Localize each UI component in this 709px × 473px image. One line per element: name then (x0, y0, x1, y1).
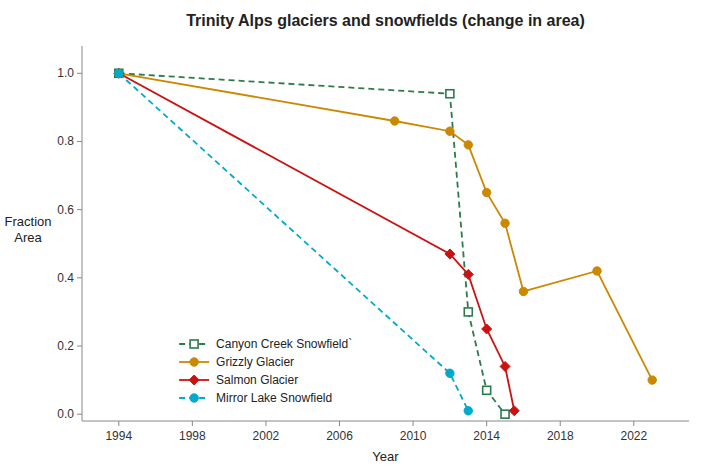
y-tick (77, 277, 82, 278)
point (390, 117, 398, 125)
y-axis-line (82, 46, 83, 421)
series (115, 69, 509, 418)
series (115, 69, 657, 384)
x-tick-label: 2022 (620, 429, 647, 443)
point (500, 361, 510, 371)
y-tick (77, 73, 82, 74)
legend-marker (190, 394, 198, 402)
point (446, 369, 454, 377)
y-axis-label-line: Fraction (5, 214, 52, 229)
x-tick-label: 2018 (547, 429, 574, 443)
point (446, 127, 454, 135)
point (464, 141, 472, 149)
x-tick-label: 2014 (473, 429, 500, 443)
y-tick (77, 414, 82, 415)
x-tick (486, 421, 487, 426)
y-tick-label: 0.2 (57, 339, 74, 353)
y-tick-label: 0.4 (57, 271, 74, 285)
point (115, 69, 123, 77)
y-tick-label: 0.8 (57, 134, 74, 148)
title: Trinity Alps glaciers and snowfields (ch… (186, 12, 585, 29)
point (519, 287, 527, 295)
x-tick-label: 2006 (326, 429, 353, 443)
chart: Trinity Alps glaciers and snowfields (ch… (0, 0, 709, 473)
legend-marker (189, 375, 199, 385)
point (115, 69, 123, 77)
x-tick-label: 2010 (400, 429, 427, 443)
point (464, 407, 472, 415)
series-line (119, 73, 514, 411)
legend-marker (190, 358, 198, 366)
point (464, 308, 472, 316)
x-tick (192, 421, 193, 426)
y-tick (77, 346, 82, 347)
point (445, 249, 455, 259)
y-axis-label-line: Area (14, 230, 42, 245)
series (114, 68, 519, 416)
point (482, 324, 492, 334)
y-tick-label: 0.0 (57, 407, 74, 421)
point (115, 69, 123, 77)
point (593, 267, 601, 275)
series (115, 69, 473, 415)
y-tick-label: 1.0 (57, 66, 74, 80)
y-tick (77, 209, 82, 210)
point (501, 410, 509, 418)
x-tick (265, 421, 266, 426)
y-tick (77, 141, 82, 142)
point (463, 269, 473, 279)
y-tick-label: 0.6 (57, 203, 74, 217)
point (482, 188, 490, 196)
legend-marker (190, 340, 198, 348)
plot-area (114, 68, 657, 418)
point (446, 90, 454, 98)
legend-label: Grizzly Glacier (216, 355, 294, 369)
series-line (119, 73, 652, 380)
point (648, 376, 656, 384)
series-line (119, 73, 505, 414)
legend: Canyon Creek Snowfield` Grizzly Glacier Sa… (179, 337, 352, 405)
x-axis-label: Year (372, 449, 399, 464)
y-axis-label: FractionArea (5, 214, 52, 245)
point (509, 406, 519, 416)
x-tick (339, 421, 340, 426)
legend-label: Mirror Lake Snowfield (216, 391, 332, 405)
legend-label: Salmon Glacier (216, 373, 298, 387)
x-tick (413, 421, 414, 426)
x-tick-label: 1998 (179, 429, 206, 443)
x-axis-line (82, 421, 689, 422)
x-tick-label: 1994 (105, 429, 132, 443)
point (501, 219, 509, 227)
x-tick (560, 421, 561, 426)
series-line (119, 73, 468, 411)
legend-label: Canyon Creek Snowfield` (216, 337, 352, 351)
x-tick (118, 421, 119, 426)
x-tick (633, 421, 634, 426)
x-tick-label: 2002 (253, 429, 280, 443)
point (483, 386, 491, 394)
